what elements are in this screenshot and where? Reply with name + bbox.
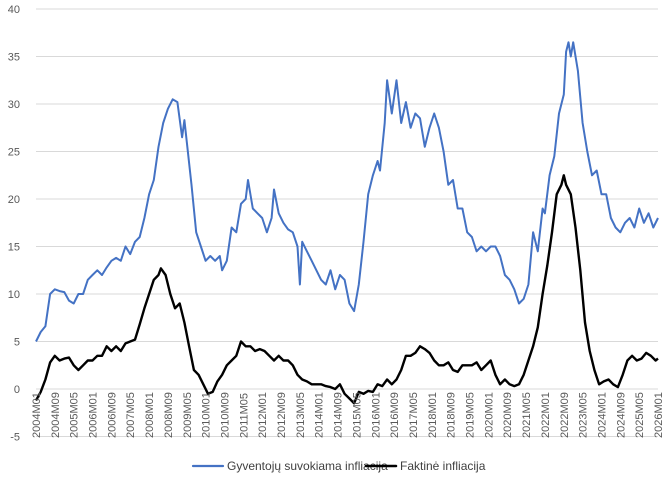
y-tick-label: -5 (10, 432, 20, 444)
y-tick-label: 40 (8, 4, 20, 16)
x-tick-label: 2020M09 (502, 392, 514, 438)
series-line-1 (34, 174, 659, 405)
x-tick-label: 2020M01 (483, 392, 495, 438)
x-tick-label: 2011M05 (238, 393, 250, 438)
x-tick-label: 2004M09 (50, 392, 62, 438)
legend-label-0: Gyventojų suvokiama infliacija (227, 459, 388, 473)
x-tick-label: 2018M09 (446, 392, 458, 438)
legend: Gyventojų suvokiama infliacija Faktinė i… (191, 459, 486, 473)
x-tick-label: 2004M01 (31, 392, 43, 438)
x-tick-label: 2022M01 (540, 392, 552, 438)
y-tick-label: 25 (8, 147, 20, 159)
y-tick-label: 20 (8, 194, 20, 206)
x-tick-label: 2006M01 (88, 392, 100, 438)
x-tick-label: 2012M01 (257, 392, 269, 438)
legend-label-1: Faktinė infliacija (400, 459, 486, 473)
x-tick-label: 2008M01 (144, 392, 156, 438)
x-tick-label: 2024M01 (596, 392, 608, 438)
x-tick-label: 2026M01 (653, 392, 665, 438)
x-tick-label: 2009M05 (182, 392, 194, 438)
x-tick-label: 2012M09 (276, 392, 288, 438)
x-tick-label: 2021M05 (521, 392, 533, 438)
y-axis-tick-labels: -5 0 5 10 15 20 25 30 35 40 (8, 4, 20, 444)
y-tick-label: 30 (8, 99, 20, 111)
y-tick-label: 15 (8, 242, 20, 254)
y-tick-label: 5 (14, 337, 20, 349)
x-tick-label: 2024M09 (615, 392, 627, 438)
x-tick-label: 2022M09 (559, 392, 571, 438)
x-tick-label: 2019M05 (465, 392, 477, 438)
series-line-0 (35, 41, 659, 342)
y-tick-label: 10 (8, 289, 20, 301)
x-tick-label: 2014M09 (333, 392, 345, 438)
x-tick-label: 2010M09 (219, 392, 231, 438)
x-tick-label: 2007M05 (125, 392, 137, 438)
x-tick-label: 2008M09 (163, 392, 175, 438)
x-tick-label: 2017M05 (408, 392, 420, 438)
x-tick-label: 2014M01 (314, 392, 326, 438)
series-lines (34, 41, 659, 405)
x-axis-tick-labels: 2004M01 2004M09 2005M05 2006M01 2006M09 2007M… (31, 392, 665, 438)
x-tick-label: 2016M09 (389, 392, 401, 438)
x-tick-label: 2016M01 (370, 392, 382, 438)
x-tick-label: 2015M05 (351, 392, 363, 438)
y-tick-label: 35 (8, 52, 20, 64)
x-tick-label: 2013M05 (295, 392, 307, 438)
x-tick-label: 2010M01 (201, 392, 213, 438)
x-tick-label: 2006M09 (106, 392, 118, 438)
gridlines (36, 8, 658, 437)
x-tick-label: 2025M05 (634, 392, 646, 438)
x-tick-label: 2005M05 (69, 392, 81, 438)
x-tick-label: 2023M05 (578, 392, 590, 438)
x-tick-label: 2018M01 (427, 392, 439, 438)
y-tick-label: 0 (14, 384, 20, 396)
